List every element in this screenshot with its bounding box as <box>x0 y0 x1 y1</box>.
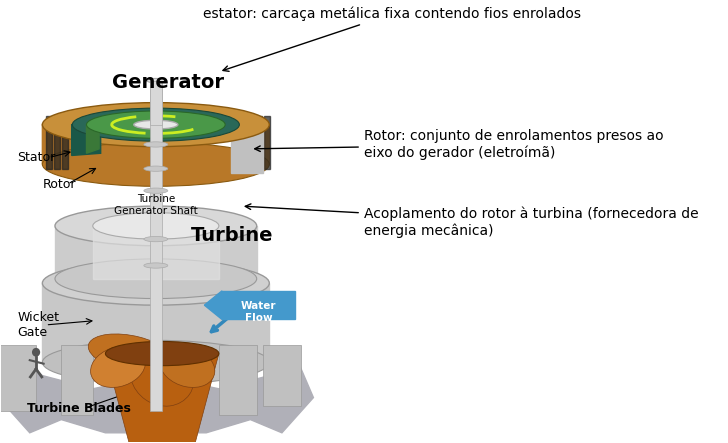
Text: estator: carcaça metálica fixa contendo fios enrolados: estator: carcaça metálica fixa contendo … <box>203 7 581 71</box>
Text: Turbine Blades: Turbine Blades <box>27 402 130 415</box>
Text: Stator: Stator <box>17 151 55 164</box>
Ellipse shape <box>144 166 168 171</box>
Ellipse shape <box>87 111 225 138</box>
Polygon shape <box>92 226 219 279</box>
Polygon shape <box>219 345 257 415</box>
Polygon shape <box>62 116 68 169</box>
Polygon shape <box>256 116 262 169</box>
Ellipse shape <box>90 346 146 388</box>
Ellipse shape <box>72 108 240 141</box>
Polygon shape <box>263 345 301 406</box>
Polygon shape <box>0 354 314 433</box>
Ellipse shape <box>134 120 178 129</box>
Ellipse shape <box>42 103 269 147</box>
Polygon shape <box>222 291 295 319</box>
Text: Turbine
Generator Shaft: Turbine Generator Shaft <box>114 194 198 216</box>
Polygon shape <box>61 345 92 415</box>
Ellipse shape <box>147 78 165 83</box>
Text: Generator: Generator <box>111 74 223 92</box>
Ellipse shape <box>160 346 215 388</box>
Ellipse shape <box>130 345 194 406</box>
Ellipse shape <box>55 206 257 246</box>
Text: Rotor: conjunto de enrolamentos presos ao
eixo do gerador (eletroímã): Rotor: conjunto de enrolamentos presos a… <box>255 129 663 160</box>
Polygon shape <box>248 116 253 169</box>
Polygon shape <box>232 129 263 173</box>
Text: Acoplamento do rotor à turbina (fornecedora de
energia mecânica): Acoplamento do rotor à turbina (forneced… <box>245 204 698 238</box>
Ellipse shape <box>92 213 219 239</box>
Polygon shape <box>240 122 269 164</box>
Ellipse shape <box>144 237 168 242</box>
Polygon shape <box>87 120 99 153</box>
Ellipse shape <box>42 142 269 187</box>
Bar <box>150 81 162 124</box>
Polygon shape <box>42 283 269 362</box>
Ellipse shape <box>144 263 168 268</box>
Text: Wicket
Gate: Wicket Gate <box>17 311 59 339</box>
Polygon shape <box>71 120 100 155</box>
Text: Water
Flow: Water Flow <box>241 301 277 323</box>
Bar <box>150 85 162 411</box>
Polygon shape <box>54 116 60 169</box>
Polygon shape <box>42 122 72 164</box>
Polygon shape <box>264 116 270 169</box>
Ellipse shape <box>42 340 269 385</box>
Ellipse shape <box>106 342 219 365</box>
Ellipse shape <box>32 348 40 357</box>
Polygon shape <box>205 291 222 319</box>
Polygon shape <box>46 116 52 169</box>
Polygon shape <box>106 354 219 443</box>
Polygon shape <box>55 226 257 279</box>
Polygon shape <box>0 345 36 411</box>
Ellipse shape <box>88 334 173 373</box>
Text: Rotor: Rotor <box>42 178 76 190</box>
Ellipse shape <box>144 188 168 193</box>
Ellipse shape <box>42 261 269 305</box>
Ellipse shape <box>55 259 257 299</box>
Ellipse shape <box>144 142 168 147</box>
Text: Turbine: Turbine <box>191 226 273 245</box>
